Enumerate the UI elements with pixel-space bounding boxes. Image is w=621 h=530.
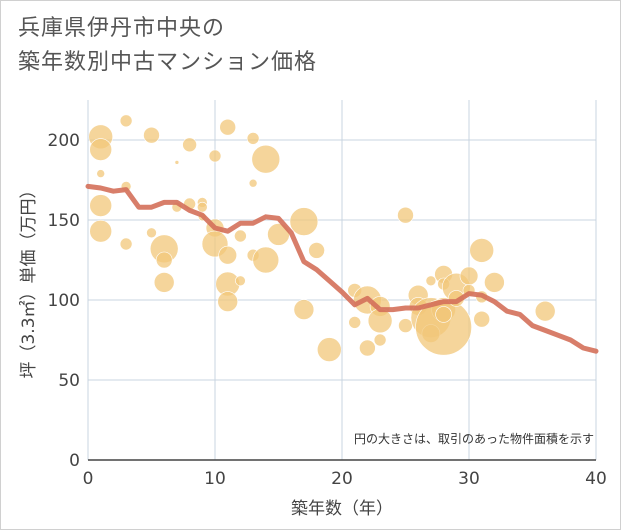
bubble xyxy=(473,310,491,328)
y-tick-label: 0 xyxy=(69,451,80,471)
bubble xyxy=(119,237,133,251)
bubble xyxy=(435,306,452,323)
bubble xyxy=(182,137,197,153)
bubble xyxy=(373,333,387,347)
x-tick-label: 10 xyxy=(204,469,226,489)
y-tick-label: 200 xyxy=(48,131,80,151)
bubble xyxy=(252,246,280,274)
x-tick-label: 20 xyxy=(331,469,353,489)
bubble xyxy=(235,275,246,287)
y-axis-label: 坪（3.3㎡）単価（万円） xyxy=(19,181,39,378)
x-tick-labels: 0 10 20 30 40 xyxy=(83,469,607,489)
bubble xyxy=(248,178,258,188)
bubble xyxy=(397,206,414,224)
bubble xyxy=(89,138,112,161)
bubble xyxy=(459,266,479,286)
bubble xyxy=(289,207,319,236)
y-tick-label: 150 xyxy=(48,211,80,231)
bubble xyxy=(119,114,133,128)
bubble xyxy=(398,318,413,333)
bubble-size-note: 円の大きさは、取引のあった物件面積を示す xyxy=(354,431,594,446)
bubble xyxy=(367,308,393,334)
bubble xyxy=(96,169,105,178)
bubble xyxy=(316,337,342,362)
bubble xyxy=(146,227,157,239)
x-tick-label: 30 xyxy=(458,469,480,489)
bubble xyxy=(246,132,260,145)
y-tick-labels: 0 50 100 150 200 xyxy=(48,131,80,471)
x-tick-label: 0 xyxy=(83,469,94,489)
bubble xyxy=(234,229,247,243)
chart-title-line-2: 築年数別中古マンション価格 xyxy=(18,50,318,75)
bubble xyxy=(89,194,112,217)
bubble xyxy=(155,251,173,269)
bubble xyxy=(425,275,437,287)
bubble xyxy=(143,126,160,144)
bubble xyxy=(89,219,112,243)
chart-title-line-1: 兵庫県伊丹市中央の xyxy=(18,16,226,41)
x-tick-label: 40 xyxy=(585,469,607,489)
x-axis-label: 築年数（年） xyxy=(291,499,393,519)
bubble xyxy=(293,299,315,320)
bubble xyxy=(348,316,362,329)
trend-line xyxy=(85,183,599,354)
bubble xyxy=(174,160,180,165)
bubble xyxy=(359,339,376,357)
bubble xyxy=(208,149,222,163)
bubble xyxy=(484,272,505,293)
chart-title: 兵庫県伊丹市中央の 築年数別中古マンション価格 xyxy=(18,12,317,80)
y-tick-label: 100 xyxy=(48,291,80,311)
bubble xyxy=(153,272,175,293)
bubble xyxy=(217,291,238,312)
bubble xyxy=(469,238,495,263)
trend-line-group xyxy=(85,183,599,354)
bubble xyxy=(308,242,325,259)
bubble xyxy=(251,144,281,174)
bubble xyxy=(218,245,237,265)
bubble xyxy=(534,300,556,322)
bubble xyxy=(197,201,208,213)
y-tick-label: 50 xyxy=(58,371,80,391)
bubble xyxy=(219,118,236,136)
